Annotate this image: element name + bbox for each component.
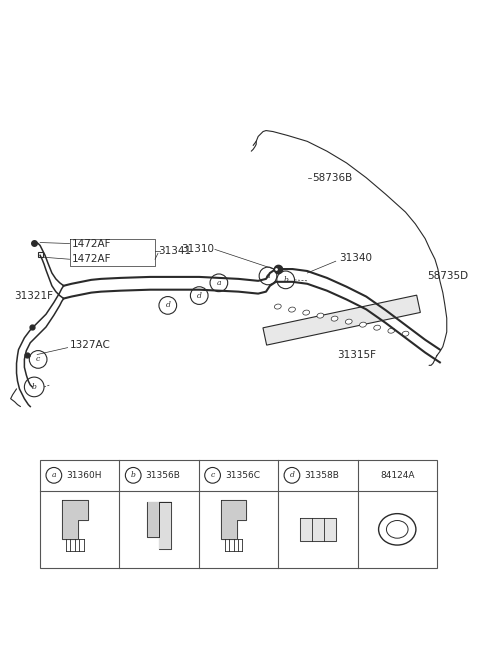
Bar — [263, 295, 420, 345]
Text: b: b — [32, 383, 36, 391]
Ellipse shape — [317, 313, 324, 318]
Text: 31310: 31310 — [181, 244, 214, 254]
Polygon shape — [221, 500, 246, 539]
Text: 1472AF: 1472AF — [72, 254, 111, 264]
FancyBboxPatch shape — [38, 252, 43, 257]
Text: 31315F: 31315F — [337, 350, 376, 360]
Bar — [40, 460, 437, 568]
Text: 31356C: 31356C — [225, 471, 260, 480]
Text: a: a — [266, 272, 270, 280]
Text: 84124A: 84124A — [380, 471, 415, 480]
Text: 1327AC: 1327AC — [70, 340, 110, 350]
Text: a: a — [52, 472, 56, 479]
Ellipse shape — [374, 325, 381, 330]
Text: 31358B: 31358B — [304, 471, 339, 480]
Text: 31360H: 31360H — [66, 471, 101, 480]
Ellipse shape — [275, 304, 281, 309]
Text: d: d — [289, 472, 294, 479]
Text: a: a — [216, 279, 221, 287]
Ellipse shape — [303, 310, 310, 315]
Text: 58735D: 58735D — [427, 271, 468, 281]
Text: 58736B: 58736B — [312, 173, 352, 183]
Ellipse shape — [360, 322, 366, 327]
Text: c: c — [210, 472, 215, 479]
Ellipse shape — [388, 328, 395, 333]
Text: d: d — [197, 291, 202, 299]
Ellipse shape — [402, 331, 409, 336]
Text: 31340: 31340 — [339, 253, 372, 263]
Polygon shape — [159, 502, 171, 549]
Text: 31341: 31341 — [158, 246, 191, 256]
Ellipse shape — [288, 307, 295, 312]
Text: 31321F: 31321F — [14, 291, 54, 301]
Ellipse shape — [345, 319, 352, 324]
Ellipse shape — [331, 316, 338, 321]
Text: c: c — [36, 356, 40, 364]
Text: b: b — [283, 276, 288, 284]
Polygon shape — [147, 502, 171, 537]
Text: 31356B: 31356B — [146, 471, 180, 480]
Polygon shape — [62, 500, 88, 539]
Text: b: b — [131, 472, 136, 479]
Text: d: d — [165, 301, 170, 309]
Polygon shape — [300, 517, 336, 541]
Text: 1472AF: 1472AF — [72, 238, 111, 248]
